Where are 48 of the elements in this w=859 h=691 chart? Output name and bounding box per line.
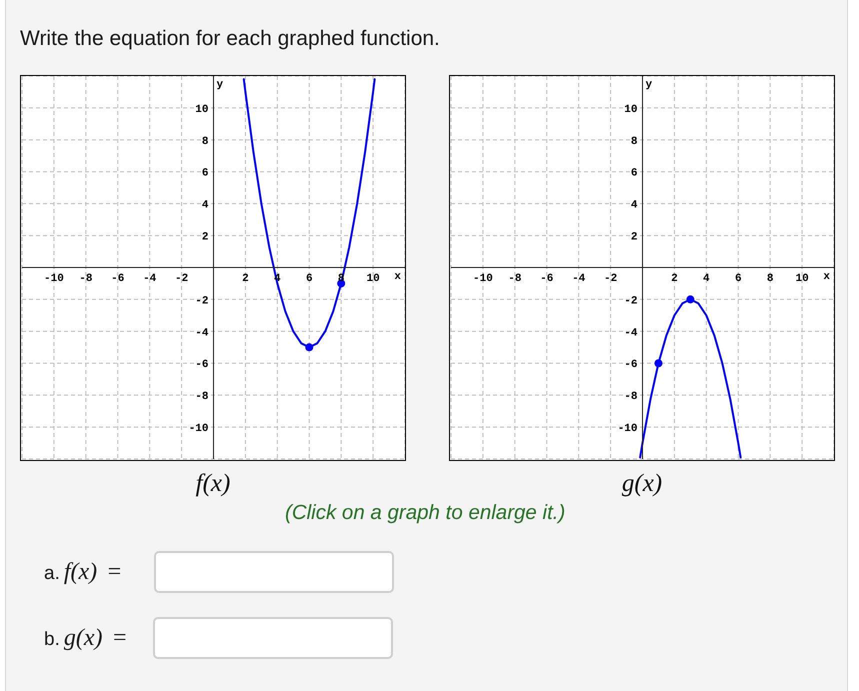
x-tick-label: -6 — [540, 272, 554, 285]
x-tick-label: 2 — [242, 272, 249, 285]
x-tick-label: -4 — [572, 272, 586, 285]
y-tick-label: -2 — [624, 295, 638, 308]
x-tick-label: 10 — [795, 272, 809, 285]
y-tick-label: -10 — [188, 423, 208, 436]
y-axis-title: y — [646, 79, 652, 91]
text: Write the equation for each graphed function. — [20, 27, 440, 50]
y-tick-label: -6 — [624, 359, 638, 372]
x-tick-label: 2 — [671, 272, 678, 285]
y-tick-label: -6 — [195, 359, 208, 372]
x-axis-title: x — [394, 270, 401, 282]
y-tick-label: -10 — [618, 423, 638, 436]
y-axis-title: y — [216, 79, 224, 91]
x-tick-label: 10 — [366, 272, 380, 285]
x-tick-label: 6 — [306, 272, 313, 285]
y-tick-label: -2 — [195, 295, 208, 308]
y-tick-label: 10 — [195, 104, 208, 116]
text: a. f(x) = — [44, 559, 122, 585]
y-tick-label: 2 — [630, 232, 638, 244]
y-tick-label: 2 — [202, 232, 208, 244]
x-tick-label: -8 — [79, 272, 93, 285]
y-tick-label: 4 — [630, 200, 638, 212]
text: f(x) — [196, 470, 230, 497]
y-tick-label: 8 — [630, 136, 638, 148]
x-tick-label: -4 — [143, 272, 157, 285]
y-tick-label: -8 — [624, 391, 638, 404]
x-tick-label: -10 — [473, 272, 493, 285]
y-tick-label: 4 — [202, 200, 209, 212]
y-tick-label: -4 — [624, 327, 638, 340]
x-tick-label: 8 — [766, 272, 774, 285]
y-tick-label: -8 — [195, 391, 209, 404]
y-tick-label: -4 — [195, 327, 209, 340]
text: (Click on a graph to enlarge it.) — [285, 501, 566, 524]
text: b. g(x) = — [44, 625, 128, 651]
x-tick-label: 4 — [703, 272, 710, 285]
x-tick-label: -2 — [174, 272, 188, 285]
x-tick-label: -10 — [44, 272, 64, 285]
y-tick-label: 6 — [630, 168, 638, 180]
x-tick-label: -6 — [111, 272, 124, 285]
x-axis-title: x — [823, 270, 830, 282]
text: g(x) — [622, 470, 662, 497]
x-tick-label: -8 — [508, 272, 522, 285]
y-tick-label: 10 — [624, 104, 638, 116]
x-tick-label: 6 — [734, 272, 742, 285]
y-tick-label: 8 — [202, 136, 209, 148]
y-tick-label: 6 — [202, 168, 208, 180]
x-tick-label: -2 — [604, 272, 618, 285]
